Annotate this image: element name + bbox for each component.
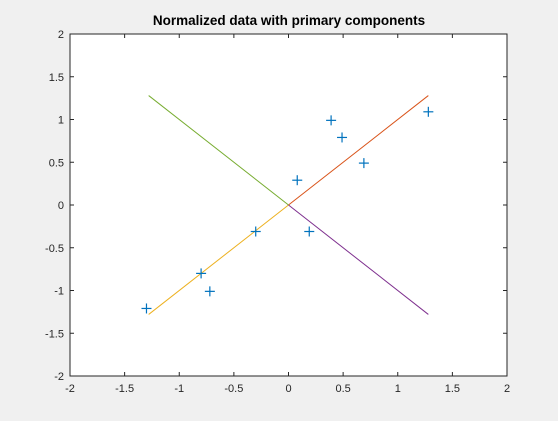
y-axis: -2 -1.5 -1 -0.5 0 0.5 1 1.5 2 (45, 29, 507, 383)
x-tick-label: -1 (174, 383, 184, 395)
y-tick-label: 0.5 (49, 157, 64, 169)
y-tick-label: 1.5 (49, 72, 64, 84)
principal-component-lines (148, 95, 429, 315)
x-tick-label: 1 (395, 383, 401, 395)
y-tick-label: -0.5 (45, 243, 64, 255)
data-point (358, 158, 369, 169)
data-point (326, 115, 337, 126)
component-line-2 (148, 204, 289, 315)
data-point (292, 175, 303, 186)
x-tick-label: 0.5 (335, 383, 350, 395)
y-tick-label: -2 (54, 371, 64, 383)
x-tick-label: 0 (285, 383, 291, 395)
y-tick-label: -1 (54, 286, 64, 298)
x-tick-label: -0.5 (224, 383, 243, 395)
component-line-1 (288, 95, 429, 206)
x-axis: -2 -1.5 -1 -0.5 0 0.5 1 1.5 2 (65, 34, 510, 395)
data-point (196, 268, 207, 279)
y-tick-label: 1 (58, 115, 64, 127)
chart-title: Normalized data with primary components (153, 13, 425, 28)
data-point (141, 303, 152, 314)
x-tick-label: -1.5 (115, 383, 134, 395)
x-tick-label: -2 (65, 383, 75, 395)
data-points (141, 106, 434, 314)
y-tick-label: 0 (58, 200, 64, 212)
x-tick-label: 1.5 (445, 383, 460, 395)
data-point (304, 226, 315, 237)
y-tick-label: 2 (58, 29, 64, 41)
data-point (337, 132, 348, 143)
component-line-4 (148, 95, 289, 206)
data-point (423, 106, 434, 117)
x-tick-label: 2 (504, 383, 510, 395)
component-line-3 (288, 204, 429, 315)
data-point (250, 226, 261, 237)
data-point (204, 286, 215, 297)
y-tick-label: -1.5 (45, 328, 64, 340)
